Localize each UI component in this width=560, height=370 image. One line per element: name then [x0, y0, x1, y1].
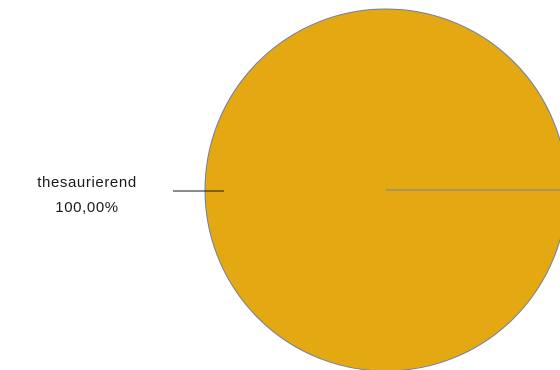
slice-label-percent: 100,00% — [55, 199, 118, 216]
pie-slice — [204, 8, 560, 370]
pie-labels: thesaurierend 100,00% — [37, 174, 224, 216]
slice-label-name: thesaurierend — [37, 174, 137, 191]
pie-slices — [204, 8, 560, 370]
